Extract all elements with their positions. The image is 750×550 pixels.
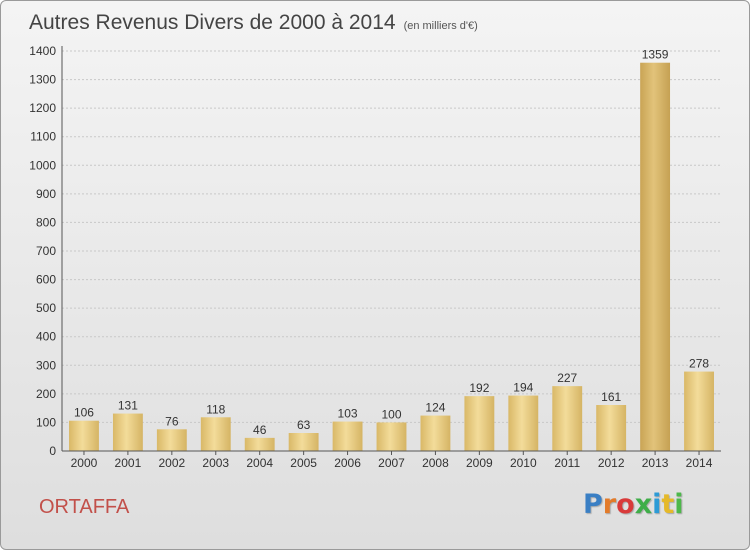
bar-value-label: 161	[601, 390, 621, 404]
proxiti-logo: Proxiti	[583, 489, 684, 520]
x-tick-label: 2007	[378, 456, 405, 470]
bar-2004	[244, 437, 275, 451]
x-tick-label: 2004	[246, 456, 273, 470]
y-tick-label: 400	[36, 330, 56, 344]
x-tick-label: 2002	[158, 456, 185, 470]
y-tick-label: 100	[36, 415, 56, 429]
logo-letter: i	[652, 489, 662, 520]
y-tick-label: 500	[36, 301, 56, 315]
x-tick-label: 2010	[510, 456, 537, 470]
bar-value-label: 106	[74, 406, 94, 420]
bar-2011	[552, 386, 583, 451]
logo-letter: o	[616, 489, 635, 520]
logo-letter: t	[661, 489, 675, 520]
bar-2005	[288, 433, 319, 451]
logo-letter: x	[634, 489, 653, 520]
y-tick-label: 200	[36, 387, 56, 401]
bar-2013	[640, 62, 671, 451]
bar-value-label: 76	[165, 414, 179, 428]
bar-2007	[376, 422, 407, 451]
x-tick-label: 2012	[598, 456, 625, 470]
bar-value-label: 131	[118, 399, 138, 413]
bar-2006	[332, 421, 363, 451]
y-tick-label: 600	[36, 273, 56, 287]
chart-title-text: Autres Revenus Divers de 2000 à 2014	[29, 11, 396, 34]
bar-2003	[200, 417, 231, 451]
x-tick-label: 2009	[466, 456, 493, 470]
x-tick-label: 2001	[115, 456, 142, 470]
y-tick-label: 900	[36, 187, 56, 201]
bar-value-label: 278	[689, 357, 709, 371]
bar-value-label: 124	[425, 401, 445, 415]
bars: 106 131 76 118 46 63 103 100 124 192 194 227 161 1359…	[69, 48, 714, 451]
bar-2002	[156, 429, 187, 451]
y-tick-label: 1000	[29, 158, 56, 172]
bar-value-label: 46	[253, 423, 267, 437]
x-tick-label: 2013	[642, 456, 669, 470]
bar-value-label: 100	[381, 407, 401, 421]
bar-value-label: 1359	[642, 48, 669, 62]
chart-subtitle: (en milliers d'€)	[403, 20, 478, 32]
x-axis: 2000 2001 2002 2003 2004 2005 2006 2007 2008 2009…	[62, 450, 721, 470]
bar-value-label: 194	[513, 381, 533, 395]
bar-value-label: 103	[338, 407, 358, 421]
y-tick-label: 300	[36, 358, 56, 372]
bar-value-label: 118	[206, 402, 225, 416]
logo-letter: i	[674, 489, 684, 520]
logo-letter: r	[602, 489, 617, 520]
x-tick-label: 2005	[290, 456, 317, 470]
bar-2001	[112, 413, 143, 451]
y-axis: 0 100 200 300 400 500 600 700 800 900 1000 1100 1200…	[29, 44, 63, 458]
bar-2010	[508, 395, 539, 451]
x-tick-label: 2006	[334, 456, 361, 470]
y-tick-label: 700	[36, 244, 56, 258]
bar-2014	[684, 371, 714, 451]
y-tick-label: 0	[49, 444, 56, 458]
y-tick-label: 1200	[29, 101, 56, 115]
x-tick-label: 2014	[686, 456, 713, 470]
bar-2009	[464, 396, 495, 451]
y-tick-label: 1300	[29, 73, 56, 87]
commune-name: ORTAFFA	[39, 496, 130, 518]
x-tick-label: 2003	[202, 456, 229, 470]
x-tick-label: 2008	[422, 456, 449, 470]
bar-value-label: 192	[469, 381, 489, 395]
x-tick-label: 2000	[71, 456, 98, 470]
x-tick-label: 2011	[554, 456, 580, 470]
logo-letter: P	[583, 489, 603, 520]
bar-2000	[69, 420, 99, 451]
y-tick-label: 1100	[30, 130, 56, 144]
chart-title: Autres Revenus Divers de 2000 à 2014 (en …	[29, 11, 478, 35]
y-tick-label: 800	[36, 215, 56, 229]
bar-2008	[420, 415, 451, 451]
bar-value-label: 63	[297, 418, 311, 432]
bar-value-label: 227	[557, 371, 577, 385]
grid-lines	[62, 50, 721, 452]
y-tick-label: 1400	[29, 44, 56, 58]
bar-2012	[596, 405, 627, 451]
